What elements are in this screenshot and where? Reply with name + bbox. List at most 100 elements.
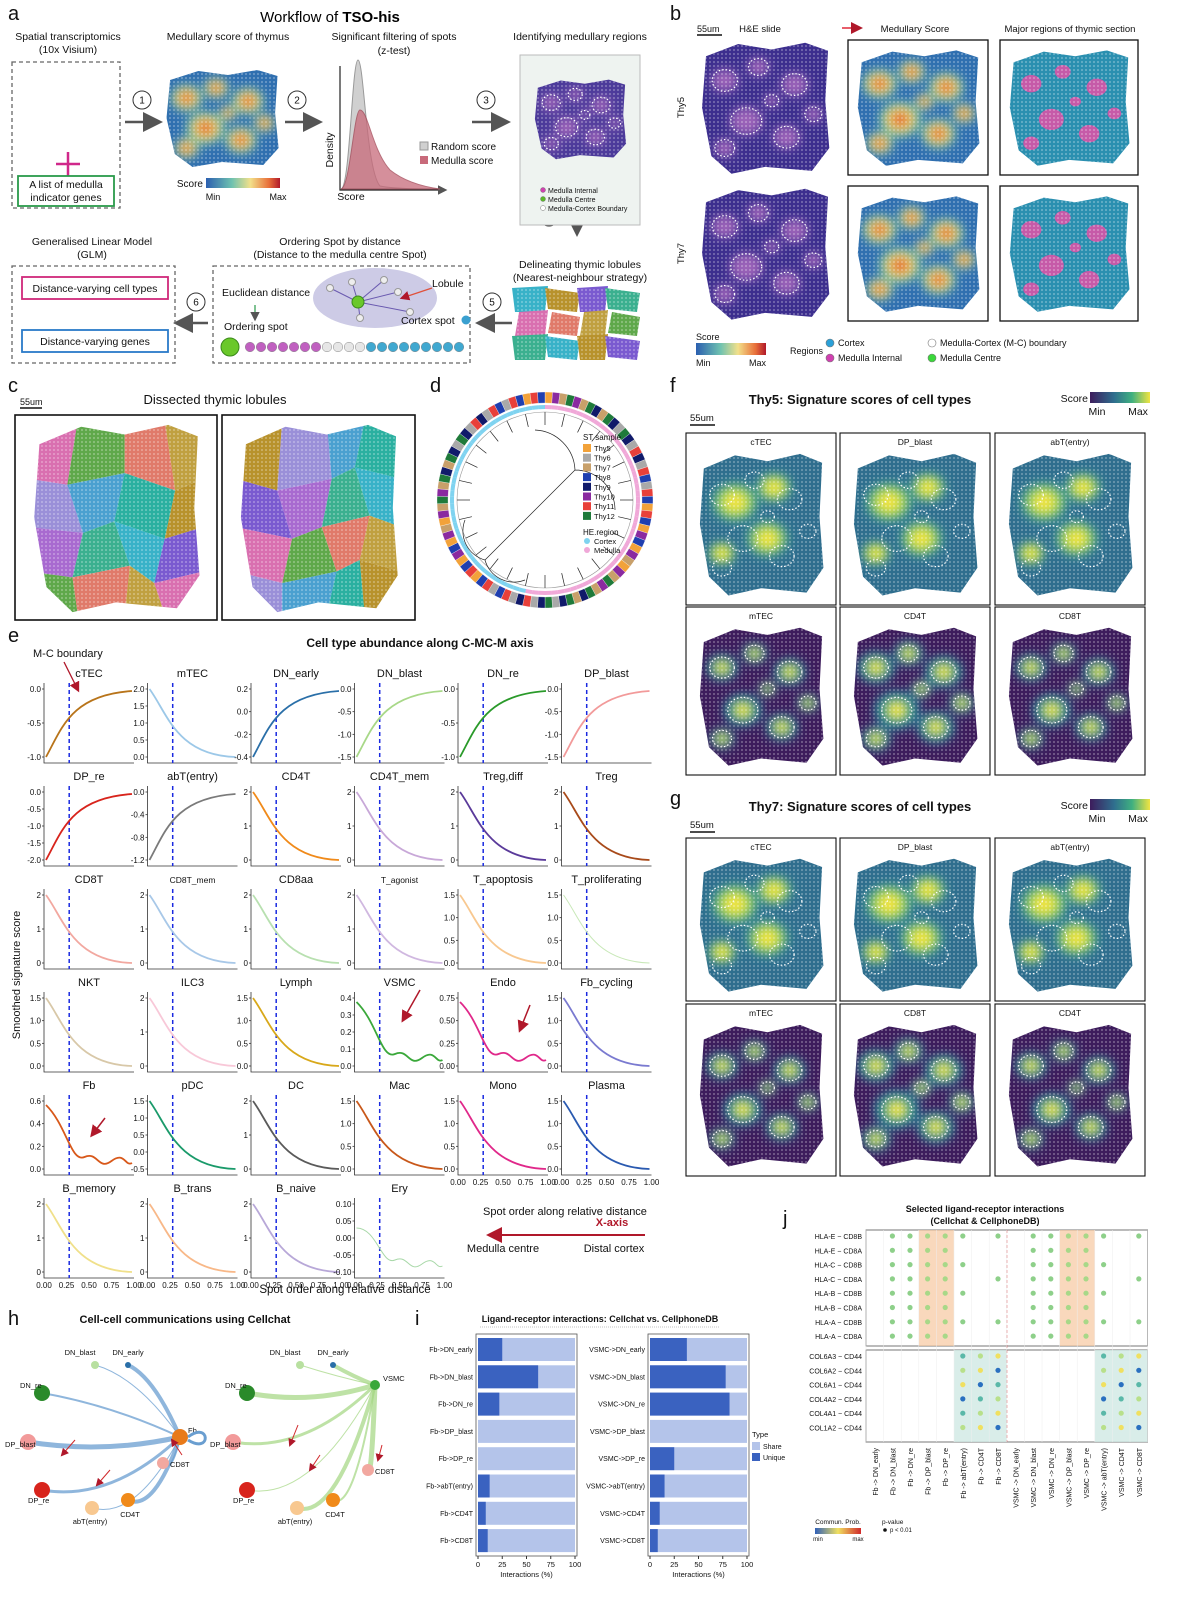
y-tick-label: 0.0 — [133, 788, 145, 797]
label: Thy12 — [594, 512, 615, 521]
subplot-axes — [562, 992, 652, 1072]
column-label: VSMC -> abT(entry) — [1102, 1448, 1109, 1511]
panel-subtitle: mTEC — [749, 1008, 773, 1018]
interaction-dot — [1066, 1276, 1071, 1281]
region-ring — [633, 477, 638, 484]
interaction-dot — [960, 1396, 965, 1401]
interaction-dot — [995, 1368, 1000, 1373]
label: Smoothed signature score — [11, 911, 23, 1039]
column-label: Fb -> CD8T — [996, 1447, 1003, 1484]
interaction-dot — [925, 1319, 930, 1324]
x-tick-label: 0.25 — [162, 1281, 178, 1290]
centre-spot — [221, 338, 239, 356]
subplot-title: CD4T_mem — [370, 771, 429, 783]
interaction-dot — [1136, 1233, 1141, 1238]
subplot-title: DP_re — [73, 771, 104, 783]
y-tick-label: 0.00 — [439, 1062, 455, 1071]
subplot-axes — [562, 1095, 652, 1175]
cell-node — [362, 1464, 374, 1476]
label: (Nearest-neighbour strategy) — [513, 272, 647, 284]
interaction-dot — [960, 1425, 965, 1430]
ordered-spot — [410, 342, 420, 352]
interaction-dot — [925, 1262, 930, 1267]
row-label: VSMC->abT(entry) — [586, 1484, 645, 1491]
sample-ring — [537, 392, 545, 403]
row-label: COL1A2 − CD44 — [809, 1426, 862, 1433]
y-tick-label: -1.5 — [545, 753, 559, 762]
interaction-dot — [890, 1291, 895, 1296]
label: Score — [177, 179, 204, 190]
x-tick-label: 1.00 — [437, 1281, 453, 1290]
leaf — [490, 559, 498, 569]
node-label: DN_re — [225, 1381, 247, 1390]
x-tick-label: 0.25 — [266, 1281, 282, 1290]
label: 55um — [697, 24, 720, 34]
panel-letter: j — [782, 1208, 787, 1230]
y-tick-label: 0 — [244, 1165, 249, 1174]
cell-node — [121, 1493, 135, 1507]
y-tick-label: 1 — [451, 822, 456, 831]
sample-ring — [530, 392, 538, 404]
interaction-dot — [1066, 1248, 1071, 1253]
y-tick-label: 1.0 — [547, 1120, 559, 1129]
node-label: DN_blast — [65, 1348, 97, 1357]
score-colorbar — [1090, 799, 1150, 810]
interaction-dot — [890, 1233, 895, 1238]
y-tick-label: 0.0 — [340, 685, 352, 694]
interaction-dot — [1031, 1276, 1036, 1281]
subplot-title: abT(entry) — [167, 771, 218, 783]
label: Cortex — [594, 537, 616, 546]
y-tick-label: -0.5 — [545, 708, 559, 717]
leaf — [507, 568, 513, 580]
signature-map — [850, 856, 980, 993]
ordered-spot — [256, 342, 266, 352]
page: TSO-his figure html,body{margin:0;paddin… — [0, 0, 1180, 1609]
y-tick-label: 0.25 — [439, 1039, 455, 1048]
label: (Cellchat & CellphoneDB) — [930, 1216, 1039, 1226]
leaf — [466, 462, 478, 468]
interaction-dot — [1048, 1319, 1053, 1324]
subplot-title: T_agonist — [381, 875, 419, 885]
label: p < 0.01 — [890, 1528, 913, 1534]
column-label: VSMC -> DN_re — [1049, 1448, 1056, 1499]
label: Min — [1089, 813, 1106, 825]
node-label: DP_re — [28, 1496, 49, 1505]
trend-curve — [460, 792, 546, 860]
subplot-axes — [44, 992, 134, 1072]
interaction-dot — [1101, 1319, 1106, 1324]
interaction-dot — [943, 1334, 948, 1339]
panel-letter: b — [670, 3, 681, 25]
comm-colorbar — [815, 1528, 861, 1534]
y-tick-label: 0 — [347, 959, 352, 968]
label: Medulla-Cortex Boundary — [548, 206, 628, 213]
region-dot — [928, 339, 936, 347]
comm-edge — [247, 1385, 375, 1398]
spot-texture — [163, 68, 281, 168]
y-tick-label: 2.0 — [133, 685, 145, 694]
label: Cell-cell communications using Cellchat — [80, 1314, 291, 1326]
connector — [92, 1118, 105, 1135]
row-label: HLA-B − CD8A — [815, 1306, 863, 1313]
column-label: VSMC -> CD8T — [1137, 1447, 1144, 1497]
spot-texture — [1005, 856, 1135, 993]
trend-curve — [357, 1101, 443, 1169]
label: Type — [752, 1430, 768, 1439]
label: Score — [1061, 800, 1089, 812]
interaction-dot — [995, 1353, 1000, 1358]
unique-bar — [478, 1365, 538, 1388]
trend-curve — [253, 691, 339, 757]
label: Thy7 — [594, 463, 611, 472]
interaction-dot — [1083, 1305, 1088, 1310]
interaction-dot — [890, 1248, 895, 1253]
y-tick-label: 1.0 — [547, 914, 559, 923]
signature-map — [1005, 856, 1135, 993]
label: Major regions of thymic section — [1005, 24, 1136, 35]
subplot-title: B_memory — [62, 1183, 116, 1195]
trend-curve — [150, 689, 236, 757]
row-label: HLA-B − CD8B — [815, 1291, 863, 1298]
y-tick-label: 1 — [244, 822, 249, 831]
row-label: VSMC->DP_re — [599, 1456, 646, 1463]
y-tick-label: 1 — [244, 1234, 249, 1243]
cell-node — [125, 1362, 131, 1368]
interaction-dot — [907, 1248, 912, 1253]
